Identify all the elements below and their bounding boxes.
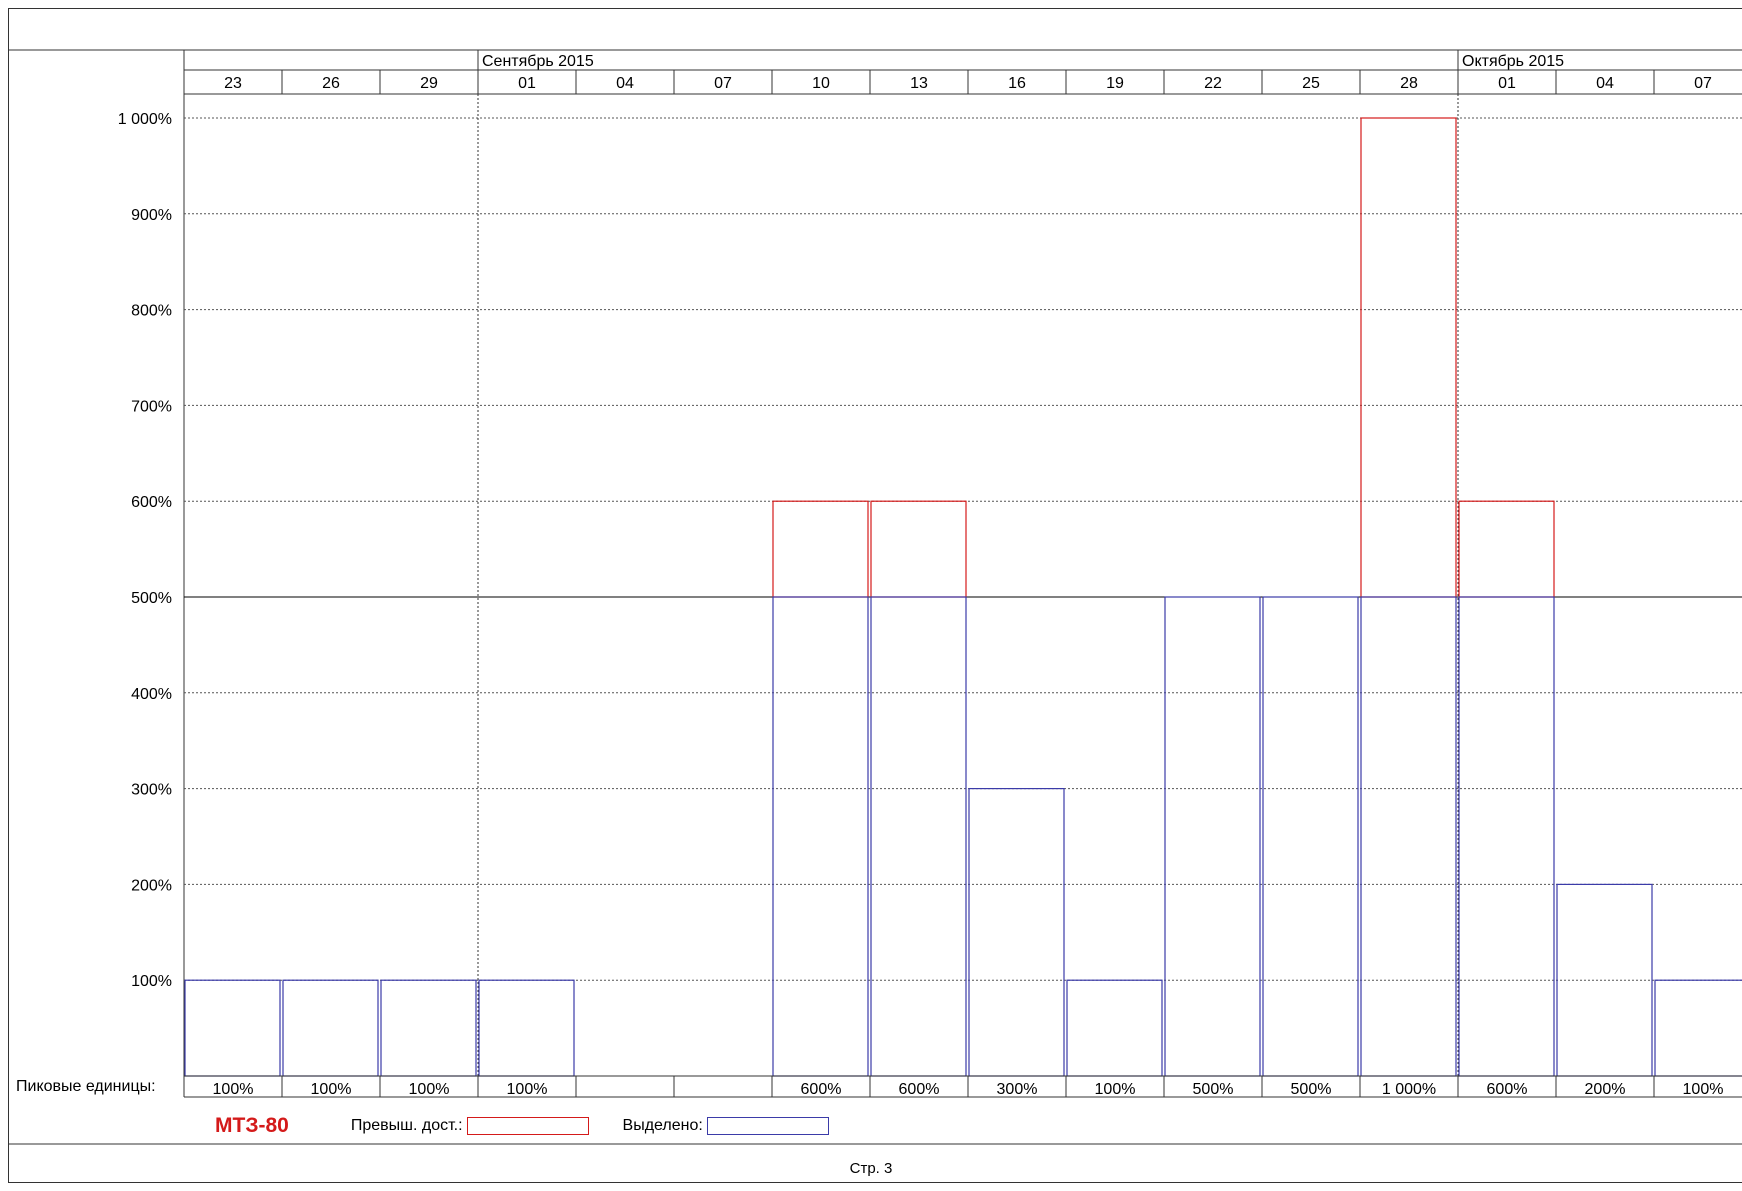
alloc-bar xyxy=(380,979,477,1077)
y-tick-label: 600% xyxy=(131,494,172,511)
alloc-bar xyxy=(1262,596,1359,1077)
peak-value-label: 600% xyxy=(1487,1081,1528,1098)
x-tick-label: 16 xyxy=(1008,75,1026,92)
y-tick-label: 200% xyxy=(131,877,172,894)
y-tick-label: 1 000% xyxy=(118,111,172,128)
x-tick-label: 29 xyxy=(420,75,438,92)
y-tick-label: 700% xyxy=(131,398,172,415)
month-label: Октябрь 2015 xyxy=(1462,53,1564,70)
legend-over-swatch xyxy=(466,1117,589,1135)
legend-alloc-swatch xyxy=(706,1117,829,1135)
legend-over-label: Превыш. дост.: xyxy=(350,1117,463,1134)
over-bar xyxy=(772,500,869,598)
alloc-bar xyxy=(1066,979,1163,1077)
x-tick-label: 23 xyxy=(224,75,242,92)
peak-value-label: 500% xyxy=(1193,1081,1234,1098)
y-tick-label: 900% xyxy=(131,207,172,224)
resource-name: МТЗ-80 xyxy=(215,1114,289,1137)
y-tick-label: 400% xyxy=(131,686,172,703)
legend-alloc-label: Выделено: xyxy=(622,1117,703,1134)
peak-value-label: 100% xyxy=(507,1081,548,1098)
peak-value-label: 200% xyxy=(1585,1081,1626,1098)
peak-value-label: 600% xyxy=(801,1081,842,1098)
y-tick-label: 100% xyxy=(131,973,172,990)
x-tick-label: 26 xyxy=(322,75,340,92)
peak-value-label: 1 000% xyxy=(1382,1081,1436,1098)
alloc-bar xyxy=(1654,979,1742,1077)
x-tick-label: 04 xyxy=(1596,75,1614,92)
peak-value-label: 300% xyxy=(997,1081,1038,1098)
peak-value-label: 500% xyxy=(1291,1081,1332,1098)
legend: МТЗ-80 Превыш. дост.: Выделено: xyxy=(215,1114,863,1138)
alloc-bar xyxy=(1164,596,1261,1077)
x-tick-label: 01 xyxy=(1498,75,1516,92)
x-tick-label: 22 xyxy=(1204,75,1222,92)
peak-value-label: 100% xyxy=(1095,1081,1136,1098)
x-tick-label: 13 xyxy=(910,75,928,92)
peak-value-label: 600% xyxy=(899,1081,940,1098)
y-tick-label: 800% xyxy=(131,303,172,320)
x-tick-label: 04 xyxy=(616,75,634,92)
alloc-bar xyxy=(968,787,1065,1077)
over-bar xyxy=(1360,117,1457,598)
x-tick-label: 25 xyxy=(1302,75,1320,92)
page-number: Стр. 3 xyxy=(849,1160,893,1177)
x-tick-label: 19 xyxy=(1106,75,1124,92)
alloc-bar xyxy=(184,979,281,1077)
y-tick-label: 500% xyxy=(131,590,172,607)
y-tick-label: 300% xyxy=(131,782,172,799)
x-tick-label: 07 xyxy=(1694,75,1712,92)
alloc-bar xyxy=(478,979,575,1077)
peak-units-caption: Пиковые единицы: xyxy=(16,1078,156,1095)
over-bar xyxy=(1458,500,1555,598)
alloc-bar xyxy=(282,979,379,1077)
alloc-bar xyxy=(870,596,967,1077)
alloc-bar xyxy=(772,596,869,1077)
peak-value-label: 100% xyxy=(213,1081,254,1098)
over-bar xyxy=(870,500,967,598)
peak-value-label: 100% xyxy=(409,1081,450,1098)
x-tick-label: 01 xyxy=(518,75,536,92)
peak-value-label: 100% xyxy=(1683,1081,1724,1098)
alloc-bar xyxy=(1458,596,1555,1077)
peak-value-label: 100% xyxy=(311,1081,352,1098)
page-frame xyxy=(8,8,1742,1183)
x-tick-label: 07 xyxy=(714,75,732,92)
x-tick-label: 10 xyxy=(812,75,830,92)
alloc-bar xyxy=(1360,596,1457,1077)
x-tick-label: 28 xyxy=(1400,75,1418,92)
month-label: Сентябрь 2015 xyxy=(482,53,594,70)
